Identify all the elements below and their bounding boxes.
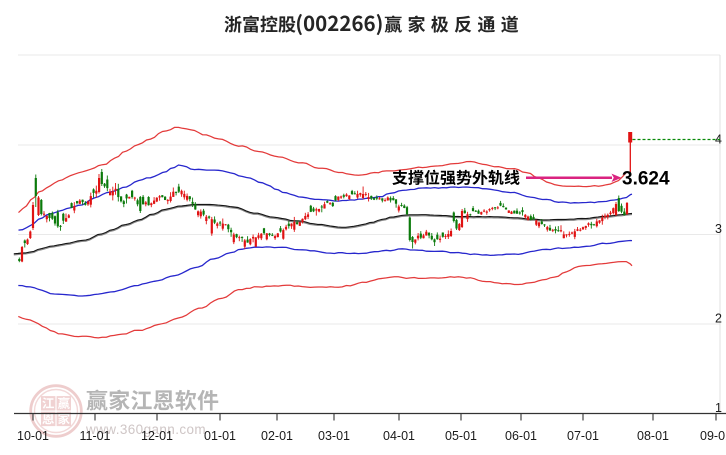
svg-text:01-01: 01-01 [204, 429, 236, 443]
svg-text:3.624: 3.624 [622, 169, 670, 190]
svg-text:03-01: 03-01 [318, 429, 350, 443]
svg-text:10-01: 10-01 [17, 429, 49, 443]
svg-text:07-01: 07-01 [567, 429, 599, 443]
svg-text:1: 1 [715, 401, 722, 415]
svg-text:06-01: 06-01 [505, 429, 537, 443]
svg-text:02-01: 02-01 [261, 429, 293, 443]
svg-text:www.360gann.com: www.360gann.com [85, 422, 206, 437]
svg-text:08-01: 08-01 [637, 429, 669, 443]
svg-text:12-01: 12-01 [141, 429, 173, 443]
svg-text:3: 3 [715, 222, 722, 236]
svg-text:11-01: 11-01 [79, 429, 110, 443]
svg-text:04-01: 04-01 [383, 429, 415, 443]
svg-text:05-01: 05-01 [445, 429, 477, 443]
svg-text:09-01: 09-01 [700, 429, 726, 443]
svg-text:2: 2 [715, 312, 722, 326]
